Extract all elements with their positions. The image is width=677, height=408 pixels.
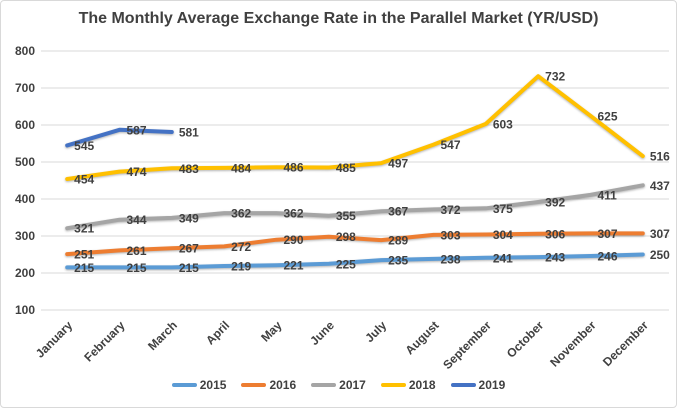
- x-axis-tick-march: March: [145, 318, 180, 353]
- y-axis-tick-200: 200: [15, 266, 35, 280]
- legend-swatch-2018: [380, 382, 406, 388]
- data-label-2015-september: 241: [493, 251, 513, 265]
- x-axis-tick-november: November: [547, 318, 599, 370]
- data-label-2015-january: 215: [74, 261, 94, 275]
- data-label-2017-september: 375: [493, 202, 513, 216]
- data-label-2018-january: 454: [74, 173, 94, 187]
- x-axis-tick-april: April: [203, 318, 232, 347]
- data-label-2015-march: 215: [179, 261, 199, 275]
- data-label-2018-september: 603: [493, 117, 513, 131]
- legend-item-2019: 2019: [450, 378, 506, 392]
- data-label-2018-april: 484: [231, 161, 251, 175]
- data-label-2017-february: 344: [127, 213, 147, 227]
- legend-swatch-2015: [171, 382, 197, 388]
- x-axis-tick-june: June: [307, 318, 337, 348]
- x-axis-tick-august: August: [402, 318, 441, 357]
- data-label-2017-july: 367: [388, 205, 408, 219]
- data-label-2018-may: 486: [284, 161, 304, 175]
- data-label-2015-june: 225: [336, 257, 356, 271]
- data-label-2019-january: 545: [74, 139, 94, 153]
- data-label-2018-june: 485: [336, 161, 356, 175]
- series-line-2019: [65, 127, 174, 148]
- data-label-2017-may: 362: [284, 207, 304, 221]
- data-label-2018-october: 732: [545, 70, 565, 84]
- series-line-2015: [65, 252, 645, 270]
- data-label-2018-february: 474: [127, 165, 147, 179]
- data-label-2016-may: 290: [284, 233, 304, 247]
- data-label-2018-july: 497: [388, 157, 408, 171]
- y-axis-tick-100: 100: [15, 303, 35, 317]
- chart-legend: 2015 2016 2017 2018 2019: [1, 378, 676, 392]
- data-label-2016-august: 303: [441, 228, 461, 242]
- y-axis-tick-600: 600: [15, 118, 35, 132]
- data-label-2017-august: 372: [441, 203, 461, 217]
- series-line-2017: [65, 183, 645, 231]
- data-label-2016-december: 307: [650, 227, 670, 241]
- x-axis-tick-july: July: [362, 318, 389, 345]
- data-label-2016-april: 272: [231, 240, 251, 254]
- data-label-2017-april: 362: [231, 207, 251, 221]
- legend-swatch-2016: [241, 382, 267, 388]
- legend-label-2017: 2017: [339, 378, 366, 392]
- data-label-2015-february: 215: [127, 261, 147, 275]
- data-label-2015-may: 221: [284, 259, 304, 273]
- data-label-2015-august: 238: [441, 252, 461, 266]
- x-axis-tick-may: May: [258, 318, 285, 345]
- data-label-2018-march: 483: [179, 162, 199, 176]
- data-label-2016-february: 261: [127, 244, 147, 258]
- data-label-2016-march: 267: [179, 242, 199, 256]
- x-axis-tick-february: February: [81, 318, 127, 364]
- data-label-2019-february: 587: [127, 123, 147, 137]
- data-label-2015-november: 246: [598, 249, 618, 263]
- data-label-2017-january: 321: [74, 222, 94, 236]
- x-axis-tick-october: October: [504, 318, 547, 361]
- x-axis-tick-december: December: [600, 318, 651, 369]
- data-label-2017-june: 355: [336, 209, 356, 223]
- y-axis-tick-400: 400: [15, 192, 35, 206]
- series-line-2016: [65, 231, 645, 257]
- data-label-2015-october: 243: [545, 251, 565, 265]
- x-axis-tick-september: September: [440, 318, 494, 372]
- data-label-2016-september: 304: [493, 228, 513, 242]
- data-label-2017-december: 437: [650, 179, 670, 193]
- data-label-2016-june: 298: [336, 230, 356, 244]
- data-label-2016-november: 307: [598, 227, 618, 241]
- data-label-2016-october: 306: [545, 227, 565, 241]
- legend-label-2016: 2016: [269, 378, 297, 392]
- y-axis-tick-300: 300: [15, 229, 35, 243]
- y-axis-tick-500: 500: [15, 155, 35, 169]
- data-label-2018-december: 516: [650, 150, 670, 164]
- data-label-2015-july: 235: [388, 254, 408, 268]
- legend-item-2017: 2017: [311, 378, 366, 392]
- data-label-2017-march: 349: [179, 211, 199, 225]
- data-label-2015-april: 219: [231, 259, 251, 273]
- legend-item-2018: 2018: [380, 378, 436, 392]
- legend-label-2015: 2015: [199, 378, 227, 392]
- legend-item-2015: 2015: [171, 378, 227, 392]
- legend-swatch-2017: [311, 382, 337, 388]
- y-axis-tick-700: 700: [15, 81, 35, 95]
- data-label-2017-november: 411: [598, 188, 618, 202]
- data-label-2016-july: 289: [388, 234, 408, 248]
- legend-label-2019: 2019: [478, 378, 506, 392]
- data-label-2018-november: 625: [598, 109, 618, 123]
- data-label-2019-march: 581: [179, 126, 199, 140]
- legend-swatch-2019: [450, 382, 476, 388]
- data-label-2016-january: 251: [74, 248, 94, 262]
- series-line-2018: [65, 74, 645, 181]
- data-label-2017-october: 392: [545, 195, 565, 209]
- data-label-2015-december: 250: [650, 248, 670, 262]
- x-axis-tick-january: January: [33, 318, 76, 361]
- chart-title: The Monthly Average Exchange Rate in the…: [78, 10, 599, 27]
- data-label-2018-august: 547: [441, 138, 461, 152]
- legend-item-2016: 2016: [241, 378, 296, 392]
- y-axis-tick-800: 800: [15, 44, 35, 58]
- legend-label-2018: 2018: [408, 378, 436, 392]
